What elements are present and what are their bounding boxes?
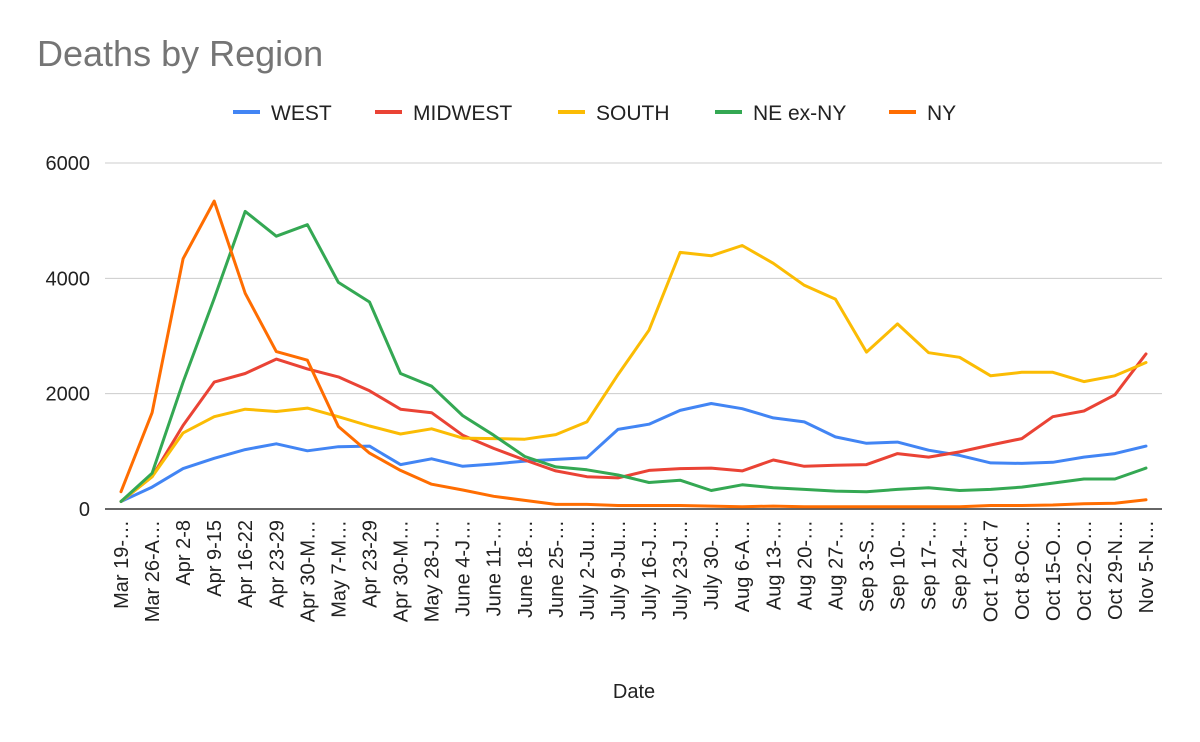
x-tick-label: June 4-J… <box>453 520 475 617</box>
chart-title: Deaths by Region <box>37 33 324 74</box>
x-tick-label: Apr 23-29 <box>266 520 288 608</box>
x-tick-label: Aug 6-A… <box>732 520 754 612</box>
x-tick-label: June 18-… <box>515 520 537 618</box>
series-lines <box>119 199 1148 509</box>
x-tick-label: Aug 13-… <box>763 520 785 610</box>
legend-label: WEST <box>271 102 332 125</box>
series-line-south <box>119 244 1148 503</box>
x-tick-label: Aug 27-… <box>825 520 847 610</box>
x-tick-label: Oct 29-N… <box>1105 520 1127 620</box>
x-tick-label: Aug 20-… <box>794 520 816 610</box>
series-line-ny <box>119 199 1148 509</box>
x-tick-label: July 30-… <box>701 520 723 610</box>
series-line-west <box>119 402 1148 503</box>
legend-label: NY <box>927 102 956 125</box>
x-tick-label: Apr 9-15 <box>204 520 226 597</box>
x-tick-label: June 25-… <box>546 520 568 618</box>
legend-label: MIDWEST <box>413 102 512 125</box>
series-line-midwest <box>119 352 1148 503</box>
x-tick-label: July 9-Ju… <box>608 520 630 620</box>
y-tick-label: 4000 <box>46 268 91 290</box>
x-tick-label: Oct 15-O… <box>1043 520 1065 621</box>
series-line-ne-ex-ny <box>119 209 1148 503</box>
x-tick-label: July 16-J… <box>639 520 661 620</box>
y-axis-ticks: 0 2000 4000 6000 <box>46 153 91 521</box>
x-tick-label: Oct 22-O… <box>1074 520 1096 621</box>
x-tick-label: Nov 5-N… <box>1136 520 1158 613</box>
legend-label: SOUTH <box>596 102 670 125</box>
x-tick-label: July 23-J… <box>670 520 692 620</box>
x-tick-label: May 28-J… <box>422 520 444 622</box>
y-tick-label: 6000 <box>46 153 91 175</box>
y-tick-label: 2000 <box>46 384 91 406</box>
x-tick-label: Apr 16-22 <box>235 520 257 608</box>
y-tick-label: 0 <box>79 499 90 521</box>
legend: WEST MIDWEST SOUTH NE ex-NY NY <box>233 102 956 125</box>
x-axis-title: Date <box>613 681 655 703</box>
x-tick-label: July 2-Ju… <box>577 520 599 620</box>
x-tick-label: Apr 23-29 <box>359 520 381 608</box>
x-tick-label: Sep 10-… <box>888 520 910 610</box>
x-tick-label: Oct 1-Oct 7 <box>981 520 1003 622</box>
x-tick-label: Apr 30-M… <box>391 520 413 622</box>
x-tick-label: Oct 8-Oc… <box>1012 520 1034 620</box>
x-tick-label: Mar 19-… <box>111 520 133 609</box>
x-tick-label: Sep 17-… <box>919 520 941 610</box>
grid-lines <box>105 162 1162 510</box>
legend-label: NE ex-NY <box>753 102 846 125</box>
x-tick-label: Apr 30-M… <box>297 520 319 622</box>
x-tick-label: May 7-M… <box>328 520 350 618</box>
x-tick-label: Mar 26-A… <box>142 520 164 622</box>
x-tick-label: Sep 24-… <box>950 520 972 610</box>
x-tick-label: June 11-… <box>484 520 506 616</box>
x-tick-label: Apr 2-8 <box>173 520 195 586</box>
x-tick-label: Sep 3-S… <box>856 520 878 612</box>
x-axis-ticks: Mar 19-… Mar 26-A… Apr 2-8 Apr 9-15 Apr 16-2… <box>111 520 1158 622</box>
